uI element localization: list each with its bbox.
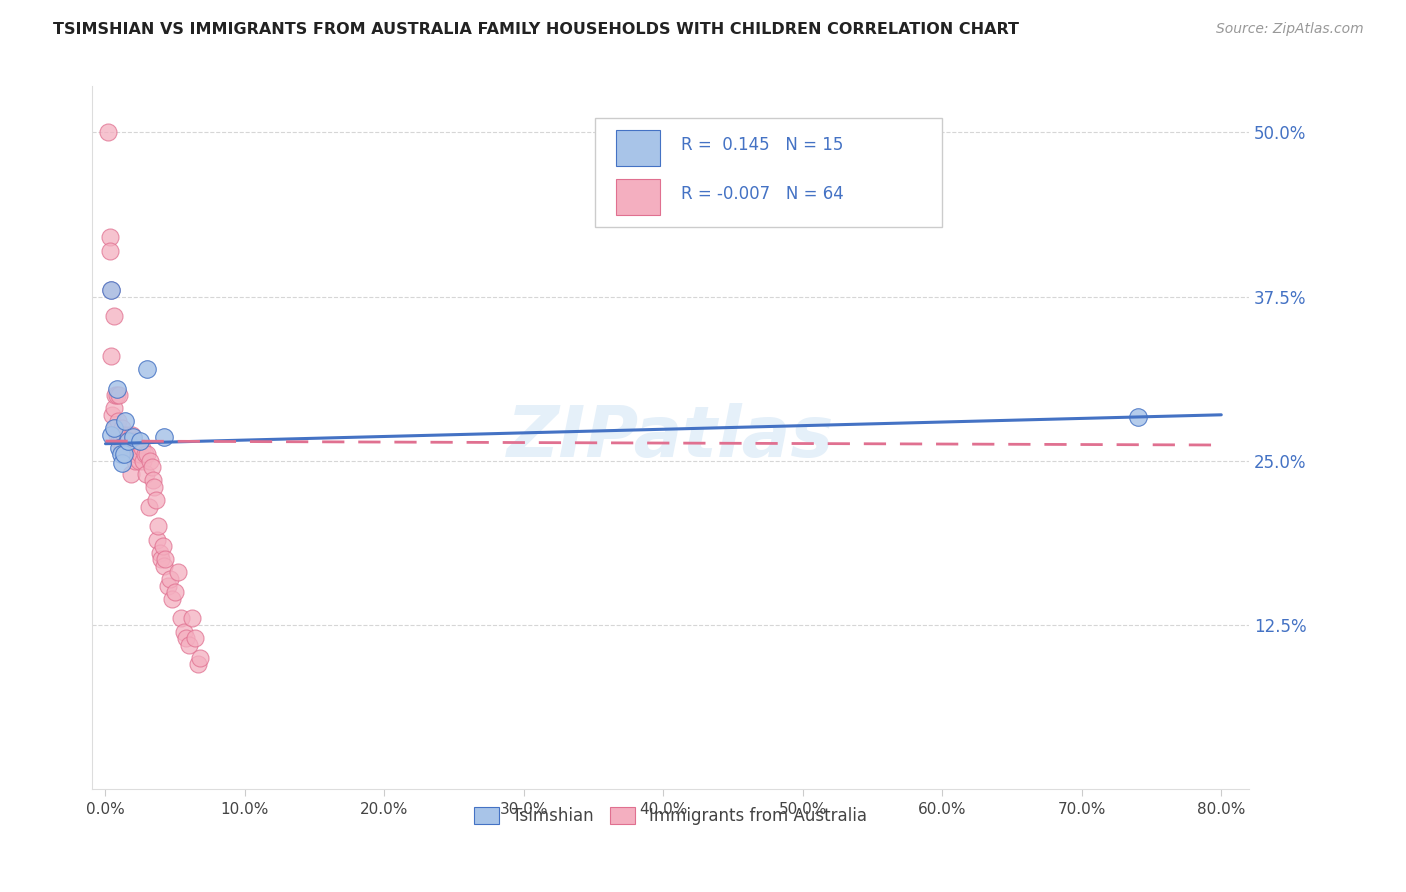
Point <box>150 552 173 566</box>
Point <box>167 566 190 580</box>
Point <box>108 388 131 402</box>
Legend: Tsimshian, Immigrants from Australia: Tsimshian, Immigrants from Australia <box>465 798 875 834</box>
Point <box>129 447 152 461</box>
Point <box>129 434 152 448</box>
Point <box>184 631 207 645</box>
Point <box>98 244 121 258</box>
Point <box>100 283 122 297</box>
Point <box>176 631 198 645</box>
Point <box>155 552 177 566</box>
Point <box>108 427 131 442</box>
Point <box>136 361 159 376</box>
Point <box>187 657 209 672</box>
Point <box>152 539 174 553</box>
Point <box>108 434 131 448</box>
Text: Source: ZipAtlas.com: Source: ZipAtlas.com <box>1216 22 1364 37</box>
Point <box>179 638 201 652</box>
Point <box>132 454 155 468</box>
Point <box>117 427 139 442</box>
Point <box>135 467 157 481</box>
FancyBboxPatch shape <box>616 179 659 215</box>
Point <box>153 558 176 573</box>
Point <box>103 310 125 324</box>
Point <box>122 430 145 444</box>
Point <box>170 611 193 625</box>
Point <box>114 441 136 455</box>
FancyBboxPatch shape <box>595 118 942 227</box>
Point <box>1126 410 1149 425</box>
Text: R = -0.007   N = 64: R = -0.007 N = 64 <box>681 185 844 202</box>
Point <box>181 611 204 625</box>
Point <box>148 519 170 533</box>
Point <box>120 467 142 481</box>
Point <box>107 414 129 428</box>
Point <box>188 650 211 665</box>
Point <box>173 624 195 639</box>
Point <box>122 434 145 448</box>
Point <box>105 382 128 396</box>
Point <box>97 125 120 139</box>
Point <box>159 572 181 586</box>
Point <box>143 480 166 494</box>
Point <box>134 447 156 461</box>
Point <box>105 388 128 402</box>
Point <box>100 427 122 442</box>
Point <box>127 441 149 455</box>
Point <box>117 434 139 448</box>
Point <box>128 454 150 468</box>
Point <box>138 500 160 514</box>
Point <box>149 546 172 560</box>
Point <box>145 493 167 508</box>
Point <box>114 414 136 428</box>
Point <box>121 427 143 442</box>
Point <box>153 430 176 444</box>
Point <box>142 474 165 488</box>
Point <box>98 230 121 244</box>
Point <box>104 388 127 402</box>
Point <box>101 408 124 422</box>
Point <box>112 447 135 461</box>
Point <box>115 434 138 448</box>
Point <box>141 460 163 475</box>
Point <box>110 427 132 442</box>
Point <box>139 454 162 468</box>
FancyBboxPatch shape <box>616 130 659 166</box>
Point <box>105 427 128 442</box>
Point <box>100 349 122 363</box>
Point <box>131 441 153 455</box>
Point <box>136 447 159 461</box>
Point <box>110 434 132 448</box>
Point <box>112 427 135 442</box>
Point <box>108 441 131 455</box>
Point <box>162 591 184 606</box>
Point <box>110 447 132 461</box>
Point <box>118 441 141 455</box>
Point <box>111 441 134 455</box>
Point <box>103 421 125 435</box>
Text: ZIPatlas: ZIPatlas <box>506 403 834 472</box>
Point <box>104 421 127 435</box>
Text: TSIMSHIAN VS IMMIGRANTS FROM AUSTRALIA FAMILY HOUSEHOLDS WITH CHILDREN CORRELATI: TSIMSHIAN VS IMMIGRANTS FROM AUSTRALIA F… <box>53 22 1019 37</box>
Point <box>103 401 125 416</box>
Point <box>146 533 169 547</box>
Point <box>165 585 187 599</box>
Point <box>124 454 146 468</box>
Text: R =  0.145   N = 15: R = 0.145 N = 15 <box>681 136 844 153</box>
Point <box>125 447 148 461</box>
Point <box>111 457 134 471</box>
Point <box>111 421 134 435</box>
Point <box>157 578 180 592</box>
Point <box>100 283 122 297</box>
